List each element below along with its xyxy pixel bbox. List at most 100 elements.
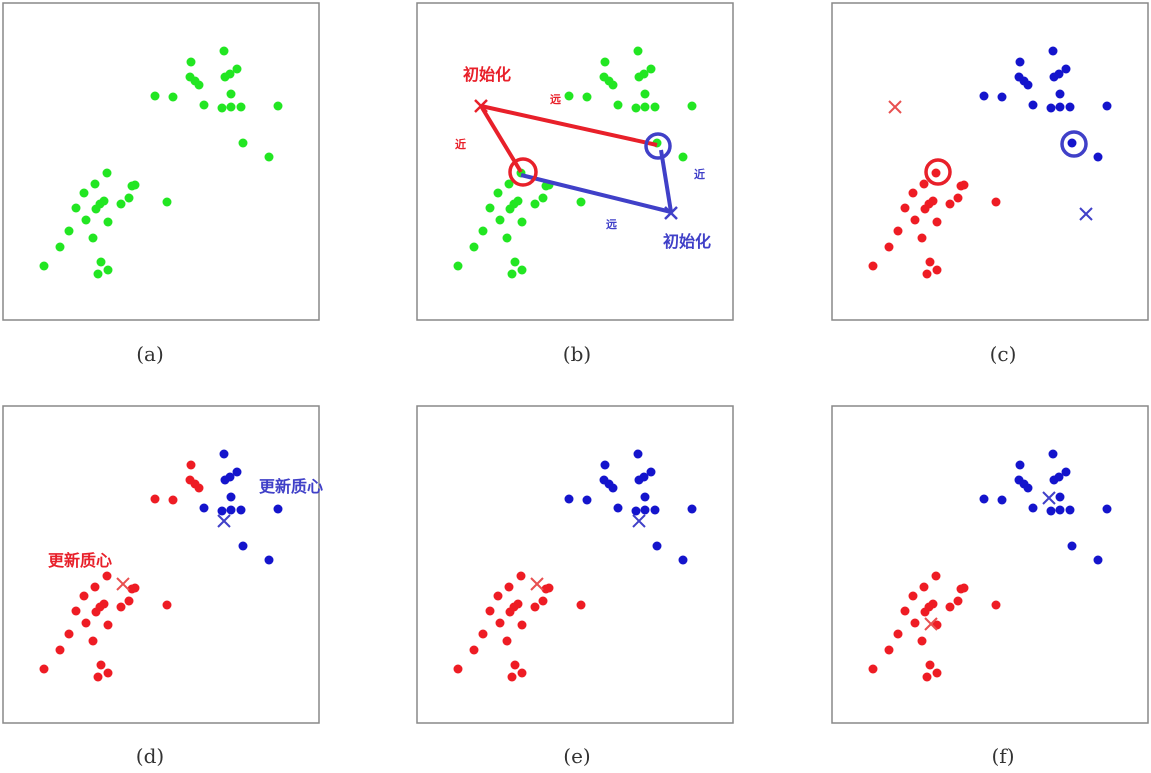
data-point (507, 269, 517, 279)
data-point (925, 660, 935, 670)
data-point (478, 629, 488, 639)
data-point (945, 602, 955, 612)
data-point (1023, 80, 1033, 90)
data-point (232, 467, 242, 477)
blue-init-label: 初始化 (663, 232, 711, 251)
data-point (130, 583, 140, 593)
blue-centroid-icon (1079, 207, 1093, 221)
data-point (55, 242, 65, 252)
data-point (979, 91, 989, 101)
panel-d-annotations: 更新质心 更新质心 (48, 477, 323, 591)
data-point (1015, 57, 1025, 67)
data-point (1061, 64, 1071, 74)
data-point (920, 204, 930, 214)
data-point (79, 591, 89, 601)
red-near-label: 近 (455, 137, 466, 151)
data-point (925, 257, 935, 267)
data-point (168, 495, 178, 505)
data-point (168, 92, 178, 102)
data-point (217, 103, 227, 113)
data-point (96, 257, 106, 267)
data-point (493, 188, 503, 198)
blue-far-label: 远 (606, 218, 617, 231)
panel-d-frame (2, 405, 320, 724)
data-point (79, 188, 89, 198)
data-point (507, 672, 517, 682)
data-point (544, 583, 554, 593)
data-point (485, 203, 495, 213)
data-point (226, 89, 236, 99)
blue-centroid-icon (632, 514, 646, 528)
data-point (900, 203, 910, 213)
data-point (124, 596, 134, 606)
data-point (868, 261, 878, 271)
data-point (1055, 89, 1065, 99)
data-point (517, 217, 527, 227)
data-point (1061, 467, 1071, 477)
data-point (910, 618, 920, 628)
data-point (1067, 541, 1077, 551)
data-point (199, 503, 209, 513)
panel-a-frame (2, 2, 320, 321)
data-point (991, 197, 1001, 207)
panel-b-frame (416, 2, 734, 321)
data-point (1055, 505, 1065, 515)
red-far-label: 远 (550, 93, 561, 106)
data-point (219, 46, 229, 56)
data-point (908, 591, 918, 601)
data-point (687, 504, 697, 514)
data-point (997, 495, 1007, 505)
data-point (264, 152, 274, 162)
data-point (991, 600, 1001, 610)
data-point (495, 618, 505, 628)
data-point (633, 46, 643, 56)
data-point (1093, 152, 1103, 162)
red-centroid-icon (116, 577, 130, 591)
data-point (920, 607, 930, 617)
data-point (932, 217, 942, 227)
data-point (517, 668, 527, 678)
data-point (217, 506, 227, 516)
data-point (650, 102, 660, 112)
data-point (150, 494, 160, 504)
data-point (1048, 46, 1058, 56)
panel-c-points (868, 46, 1112, 279)
data-point (640, 89, 650, 99)
data-point (646, 467, 656, 477)
data-point (116, 199, 126, 209)
data-point (88, 636, 98, 646)
data-point (64, 226, 74, 236)
data-point (538, 596, 548, 606)
caption-c: (c) (990, 342, 1017, 366)
data-point (469, 242, 479, 252)
data-point (868, 664, 878, 674)
data-point (1023, 483, 1033, 493)
data-point (71, 606, 81, 616)
panel-b-points (453, 46, 697, 279)
blue-init-centroid-icon (664, 206, 678, 220)
data-point (919, 582, 929, 592)
data-point (640, 102, 650, 112)
data-point (931, 571, 941, 581)
panel-b-annotations: 初始化 初始化 近 远 近 远 (455, 65, 711, 251)
data-point (600, 460, 610, 470)
blue-near-line (659, 149, 673, 213)
data-point (150, 91, 160, 101)
data-point (273, 504, 283, 514)
data-point (102, 168, 112, 178)
data-point (634, 475, 644, 485)
data-point (96, 660, 106, 670)
blue-far-line (520, 173, 672, 214)
panel-d-points (39, 449, 283, 682)
data-point (608, 483, 618, 493)
data-point (908, 188, 918, 198)
red-init-label: 初始化 (463, 65, 511, 84)
red-centroid-icon (924, 617, 938, 631)
panel-a-points (39, 46, 283, 279)
data-point (917, 636, 927, 646)
data-point (103, 620, 113, 630)
data-point (264, 555, 274, 565)
red-centroid-icon (530, 577, 544, 591)
data-point (88, 233, 98, 243)
